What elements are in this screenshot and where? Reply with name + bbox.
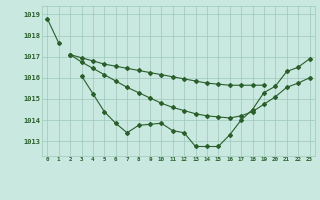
Text: Graphe pression niveau de la mer (hPa): Graphe pression niveau de la mer (hPa) (72, 184, 248, 193)
